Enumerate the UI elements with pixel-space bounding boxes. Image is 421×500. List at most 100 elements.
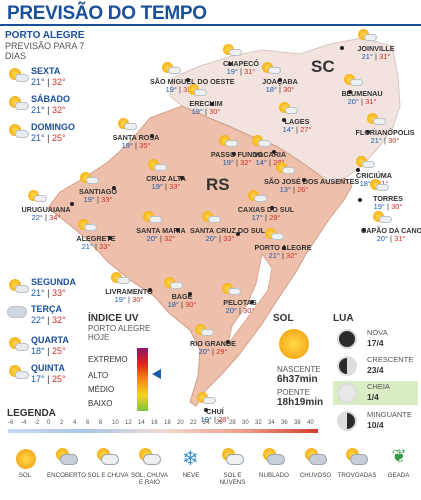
uv-level-baixo: BAIXO xyxy=(88,399,113,408)
weather-icon xyxy=(373,211,393,225)
uv-level-extremo: EXTREMO xyxy=(88,355,128,364)
city-name: SÃO MIGUEL DO OESTE xyxy=(150,77,235,86)
scale-tick-label: 0 xyxy=(47,420,51,426)
legend-label: SOL, CHUVA E RAIO xyxy=(130,472,169,486)
scale-tick-label: 28 xyxy=(229,420,236,426)
city-temperature: 21° | 31° xyxy=(361,52,391,61)
sun-rain-icon xyxy=(97,448,121,470)
weather-icon xyxy=(118,118,138,132)
scale-tick-label: 6 xyxy=(86,420,90,426)
legend-item: SOL E NUVENS xyxy=(212,446,254,500)
scale-tick-label: 24 xyxy=(203,420,210,426)
city-temperature: 19° | 35° xyxy=(121,141,151,150)
legend-item: TROVOADAS xyxy=(336,446,378,500)
city-name: RIO GRANDE xyxy=(190,339,236,348)
last-quarter-moon-icon xyxy=(337,411,357,431)
weather-icon xyxy=(148,159,168,173)
city-dot xyxy=(278,78,282,82)
city-dot xyxy=(366,130,370,134)
city-dot xyxy=(226,340,230,344)
city-temperature: 19° | 31° xyxy=(226,67,256,76)
city-temperature: 21° | 32° xyxy=(268,251,298,260)
uv-title: ÍNDICE UV xyxy=(88,313,139,324)
lagoon-region xyxy=(227,253,273,345)
city-florian-polis: FLORIANÓPOLIS 21° | 30° xyxy=(355,129,415,145)
city-passo-fundo: PASSO FUNDO 19° | 32° xyxy=(207,151,267,167)
city-dot xyxy=(356,168,360,172)
header-divider xyxy=(0,24,421,26)
weather-icon xyxy=(80,172,100,186)
uv-level-medio: MÉDIO xyxy=(88,385,115,394)
scale-tick-label: 2 xyxy=(60,420,64,426)
city-name: FLORIANÓPOLIS xyxy=(355,128,415,137)
weather-icon xyxy=(344,74,364,88)
uv-index-panel: ÍNDICE UV PORTO ALEGRE HOJE EXTREMO ALTO… xyxy=(88,313,188,413)
city-temperature: 20° | 30° xyxy=(225,306,255,315)
city-name: SANTA ROSA xyxy=(112,133,160,142)
city-name: JOINVILLE xyxy=(357,44,395,53)
weather-icon xyxy=(279,102,299,116)
moon-panel: LUA NOVA 17/4 CRESCENTE 23/4 CHEIA 1/4 M… xyxy=(333,313,418,431)
city-temperature: 19° | 33° xyxy=(83,195,113,204)
city-alegrete: ALEGRETE 21° | 33° xyxy=(66,235,126,251)
sun-panel: SOL NASCENTE 6h37min POENTE 18h19min xyxy=(273,313,343,408)
city-name: VACARIA xyxy=(253,150,287,159)
weather-icon xyxy=(188,84,208,98)
city-cap-o-da-canoa: CAPÃO DA CANOA 20° | 31° xyxy=(361,227,421,243)
frost-icon: ❦ xyxy=(391,446,407,466)
scale-tick-label: 22 xyxy=(190,420,197,426)
legend-label: GEADA xyxy=(387,472,410,479)
scale-tick-label: 40 xyxy=(307,420,314,426)
city-chu-: CHUÍ 19° | 28° xyxy=(185,408,245,424)
cloudy-icon xyxy=(263,448,287,470)
scale-tick-label: -4 xyxy=(21,420,27,426)
city-temperature: 20° | 33° xyxy=(205,234,235,243)
weather-icon xyxy=(111,272,131,286)
city-joinville: JOINVILLE 21° | 31° xyxy=(346,45,406,61)
city-temperature: 14° | 27° xyxy=(282,125,312,134)
city-lages: LAGES 14° | 27° xyxy=(267,118,327,134)
city-name: CHAPECÓ xyxy=(223,59,259,68)
city-name: CRICIÚMA xyxy=(356,171,392,180)
city-dot xyxy=(228,62,232,66)
city-pelotas: PELOTAS 20° | 30° xyxy=(210,299,270,315)
weather-icon xyxy=(356,156,376,170)
weather-icon xyxy=(164,277,184,291)
forecast-day-quinta: QUINTA 17° | 25° xyxy=(5,363,75,389)
legend-label: TROVOADAS xyxy=(337,472,377,479)
forecast-subtitle: PREVISÃO PARA 7 DIAS xyxy=(5,41,85,61)
sunrise-label: NASCENTE xyxy=(277,365,321,374)
city-uruguaiana: URUGUAIANA 22° | 34° xyxy=(16,206,76,222)
weather-icon xyxy=(265,228,285,242)
city-dot xyxy=(362,228,366,232)
scale-tick-label: 14 xyxy=(138,420,145,426)
moon-phase-crescente: CRESCENTE 23/4 xyxy=(333,354,418,378)
city-dot xyxy=(282,246,286,250)
scale-tick-label: 30 xyxy=(242,420,249,426)
moon-phase-nova: NOVA 17/4 xyxy=(333,327,418,351)
city-dot xyxy=(186,78,190,82)
city-temperature: 19° | 33° xyxy=(151,182,181,191)
scale-tick-label: 36 xyxy=(281,420,288,426)
forecast-panel: PORTO ALEGRE PREVISÃO PARA 7 DIAS xyxy=(5,30,85,61)
city-cruz-alta: CRUZ ALTA 19° | 33° xyxy=(136,175,196,191)
new-moon-icon xyxy=(337,329,357,349)
weather-icon xyxy=(252,135,272,149)
weather-icon xyxy=(78,219,98,233)
legend-label: ENCOBERTO xyxy=(47,472,86,479)
city-dot xyxy=(176,228,180,232)
city-dot xyxy=(204,408,208,412)
moon-title: LUA xyxy=(333,313,354,324)
overcast-icon xyxy=(55,448,80,470)
city-name: LIVRAMENTO xyxy=(105,287,153,296)
scale-tick-label: 18 xyxy=(164,420,171,426)
forecast-day-sexta: SEXTA 21° | 32° xyxy=(5,66,75,92)
city-temperature: 13° | 26° xyxy=(279,185,309,194)
weather-icon xyxy=(219,135,239,149)
city-name: BLUMENAU xyxy=(341,89,383,98)
weather-icon xyxy=(28,190,48,204)
city-blumenau: BLUMENAU 20° | 31° xyxy=(332,90,392,106)
forecast-day-segunda: SEGUNDA 21° | 33° xyxy=(5,277,76,303)
sun-title: SOL xyxy=(273,313,294,324)
legend-title: LEGENDA xyxy=(7,408,56,419)
